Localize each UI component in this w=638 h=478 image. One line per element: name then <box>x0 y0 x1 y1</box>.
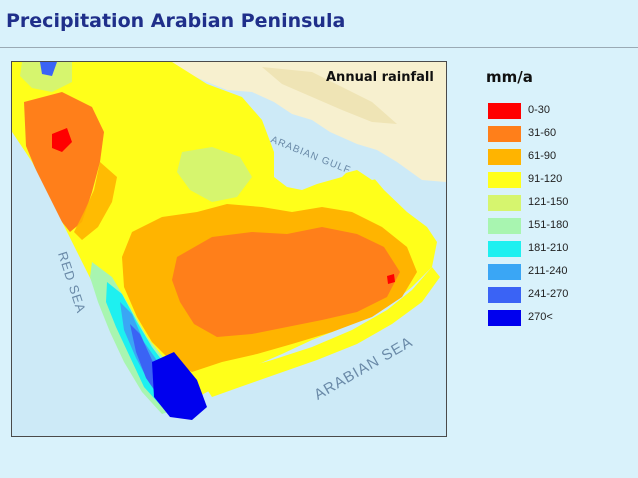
legend-label: 181-210 <box>528 242 569 254</box>
iran-coast-highlands <box>262 67 397 124</box>
legend-swatch <box>488 103 521 119</box>
south-coast-91-120 <box>202 267 440 397</box>
legend-label: 270< <box>528 311 553 323</box>
slide-title: Precipitation Arabian Peninsula <box>6 10 346 32</box>
central-0-30 <box>387 274 395 284</box>
central-31-60 <box>172 227 400 337</box>
legend-label: 151-180 <box>528 219 569 231</box>
legend-swatch <box>488 264 521 280</box>
legend-label: 61-90 <box>528 150 557 162</box>
northwest-0-30 <box>52 128 72 152</box>
legend-swatch <box>488 126 521 142</box>
northwest-coast-blue <box>40 62 57 76</box>
map-caption: Annual rainfall <box>326 70 434 85</box>
legend-swatch <box>488 310 521 326</box>
legend-label: 0-30 <box>528 104 551 116</box>
legend-label: 241-270 <box>528 288 569 300</box>
legend-label: 31-60 <box>528 127 557 139</box>
arabian-gulf <box>267 117 387 182</box>
map-svg <box>12 62 446 436</box>
legend-swatch <box>488 195 521 211</box>
rainfall-map <box>11 61 447 437</box>
legend-swatch <box>488 149 521 165</box>
title-divider <box>0 47 638 48</box>
central-green <box>177 147 252 202</box>
legend-label: 211-240 <box>528 265 568 277</box>
north-121-150 <box>20 62 72 92</box>
northwest-61-90 <box>74 162 117 240</box>
legend-swatch <box>488 241 521 257</box>
northwest-31-60 <box>24 92 104 232</box>
legend-unit: mm/a <box>486 68 533 86</box>
legend-label: 121-150 <box>528 196 569 208</box>
legend-swatch <box>488 287 521 303</box>
legend-swatch <box>488 172 521 188</box>
legend-swatch <box>488 218 521 234</box>
southwest-270-plus <box>152 352 207 420</box>
northern-land <box>162 62 446 182</box>
legend-label: 91-120 <box>528 173 563 185</box>
arabian-sea <box>187 287 446 436</box>
